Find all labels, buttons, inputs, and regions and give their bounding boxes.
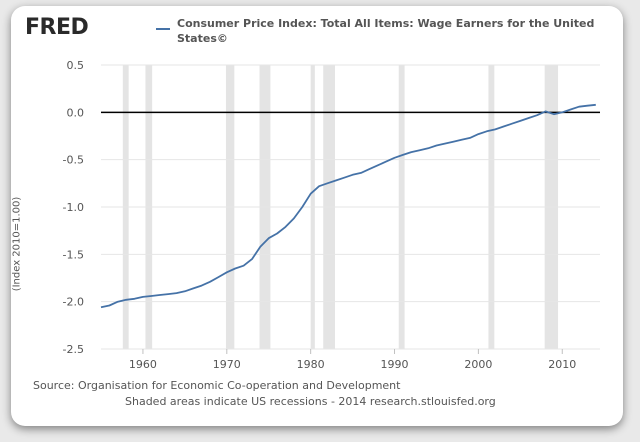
y-tick-label: -1.0 xyxy=(63,201,84,214)
recession-note: Shaded areas indicate US recessions - 20… xyxy=(125,395,496,408)
y-tick-label: 0.0 xyxy=(67,106,85,119)
chart-card: FRED Consumer Price Index: Total All Ite… xyxy=(11,6,623,426)
x-tick-label: 1960 xyxy=(129,358,157,371)
x-tick-label: 2010 xyxy=(548,358,576,371)
x-tick-label: 1990 xyxy=(381,358,409,371)
legend-swatch xyxy=(156,28,170,30)
y-tick-label: -1.5 xyxy=(63,248,84,261)
legend-label: Consumer Price Index: Total All Items: W… xyxy=(177,17,595,45)
y-tick-label: -0.5 xyxy=(63,154,84,167)
series-line xyxy=(100,103,596,309)
chart-plot: 0.5 0.0 -0.5 -1.0 -1.5 -2.0 -2.5 1960 1970 1980 19… xyxy=(63,59,600,371)
source-note: Source: Organisation for Economic Co-ope… xyxy=(33,379,401,392)
fred-logo: FRED xyxy=(25,15,89,40)
x-tick-label: 2000 xyxy=(464,358,492,371)
y-tick-label: 0.5 xyxy=(67,59,85,72)
x-tick-label: 1970 xyxy=(213,358,241,371)
y-tick-label: -2.5 xyxy=(63,343,84,356)
x-tick-label: 1980 xyxy=(297,358,325,371)
y-tick-label: -2.0 xyxy=(63,296,84,309)
